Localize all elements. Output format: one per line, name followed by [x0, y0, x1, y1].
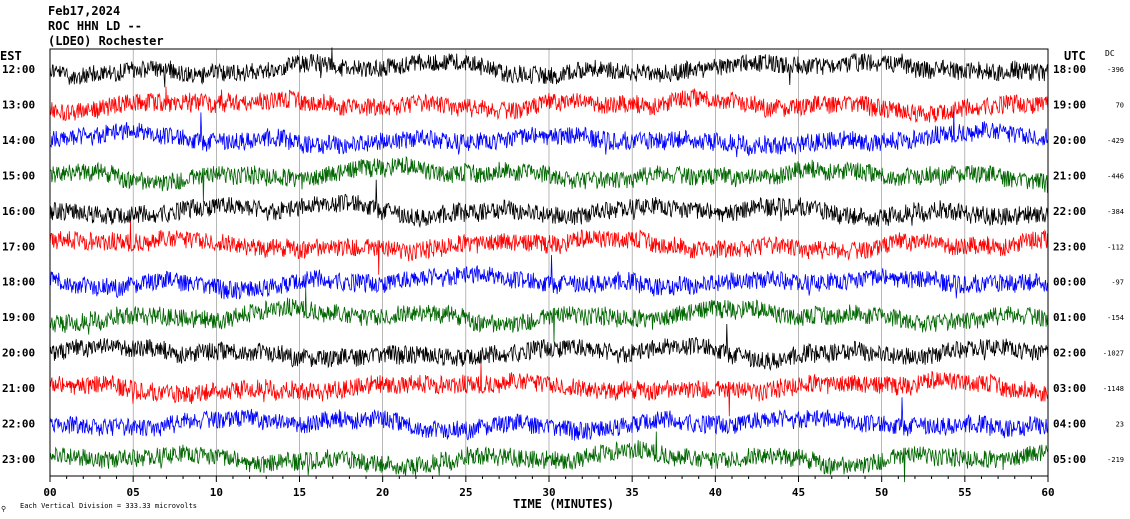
seismic-trace-0300 — [49, 362, 1049, 417]
date-label: Feb17,2024 — [48, 4, 120, 18]
x-tick-label: 45 — [792, 486, 805, 499]
x-tick-label: 00 — [43, 486, 56, 499]
x-axis-title: TIME (MINUTES) — [513, 497, 614, 511]
x-tick-label: 35 — [626, 486, 639, 499]
seismic-trace-2300 — [49, 220, 1049, 275]
est-time-label: 18:00 — [2, 276, 35, 289]
utc-time-label: 02:00 — [1053, 347, 1086, 360]
row-labels: 12:00 18:00 -396 13:00 19:00 70 14:00 20:00 -429… — [2, 63, 1124, 466]
utc-time-label: 04:00 — [1053, 418, 1086, 431]
x-tick-label: 15 — [293, 486, 306, 499]
network-label: (LDEO) Rochester — [48, 34, 164, 48]
seismic-trace-2100 — [49, 155, 1049, 203]
est-time-label: 19:00 — [2, 311, 35, 324]
seismic-trace-0200 — [49, 323, 1049, 372]
seismic-trace-0400 — [49, 397, 1049, 441]
seismic-trace-0000 — [49, 254, 1049, 300]
scale-note: Each Vertical Division = 333.33 microvol… — [20, 502, 197, 510]
dc-offset-label: -446 — [1107, 172, 1124, 180]
seismic-trace-0100 — [49, 287, 1049, 343]
x-tick-label: 10 — [210, 486, 223, 499]
x-tick-label: 60 — [1041, 486, 1054, 499]
dc-offset-label: -1027 — [1103, 350, 1124, 358]
utc-time-label: 21:00 — [1053, 169, 1086, 182]
dc-offset-label: -219 — [1107, 456, 1124, 464]
scale-glyph-icon: ⚲ — [1, 505, 6, 513]
station-label: ROC HHN LD -- — [48, 19, 142, 33]
dc-offset-label: -154 — [1107, 314, 1124, 322]
x-tick-labels: 00 05 10 15 20 25 30 35 40 45 50 55 60 — [43, 486, 1054, 499]
x-tick-label: 50 — [875, 486, 888, 499]
seismic-trace-1900 — [49, 86, 1049, 123]
seismic-trace-2000 — [49, 112, 1049, 158]
x-tick-label: 20 — [376, 486, 389, 499]
x-tick-label: 40 — [709, 486, 722, 499]
dc-offset-label: -384 — [1107, 208, 1124, 216]
est-time-label: 20:00 — [2, 347, 35, 360]
utc-time-label: 00:00 — [1053, 276, 1086, 289]
utc-time-label: 22:00 — [1053, 205, 1086, 218]
plot-grid — [49, 49, 1049, 482]
est-time-label: 21:00 — [2, 382, 35, 395]
dc-offset-label: -97 — [1111, 279, 1124, 287]
est-time-label: 16:00 — [2, 205, 35, 218]
dc-offset-label: -112 — [1107, 243, 1124, 251]
seismic-trace-1800 — [49, 47, 1049, 88]
utc-time-label: 18:00 — [1053, 63, 1086, 76]
est-time-label: 23:00 — [2, 453, 35, 466]
dc-offset-label: -1148 — [1103, 385, 1124, 393]
utc-time-label: 03:00 — [1053, 382, 1086, 395]
est-time-label: 13:00 — [2, 98, 35, 111]
seismic-trace-0500 — [49, 431, 1049, 483]
est-time-label: 22:00 — [2, 418, 35, 431]
dc-offset-label: 70 — [1116, 101, 1124, 109]
est-time-label: 14:00 — [2, 134, 35, 147]
dc-offset-label: -396 — [1107, 66, 1124, 74]
x-tick-label: 30 — [542, 486, 555, 499]
est-time-label: 12:00 — [2, 63, 35, 76]
est-axis-title: EST — [0, 49, 22, 63]
plot-frame — [49, 48, 1049, 477]
utc-time-label: 23:00 — [1053, 240, 1086, 253]
utc-time-label: 01:00 — [1053, 311, 1086, 324]
dc-offset-label: -429 — [1107, 137, 1124, 145]
est-time-label: 15:00 — [2, 169, 35, 182]
utc-axis-title: UTC — [1064, 49, 1086, 63]
est-time-label: 17:00 — [2, 240, 35, 253]
dc-column-title: DC — [1105, 49, 1115, 58]
dc-offset-label: 23 — [1116, 421, 1124, 429]
utc-time-label: 05:00 — [1053, 453, 1086, 466]
x-tick-label: 05 — [127, 486, 140, 499]
utc-time-label: 20:00 — [1053, 134, 1086, 147]
x-tick-label: 55 — [958, 486, 971, 499]
seismic-trace-2200 — [49, 179, 1049, 229]
x-tick-label: 25 — [459, 486, 472, 499]
utc-time-label: 19:00 — [1053, 98, 1086, 111]
trace-layer — [49, 47, 1049, 483]
